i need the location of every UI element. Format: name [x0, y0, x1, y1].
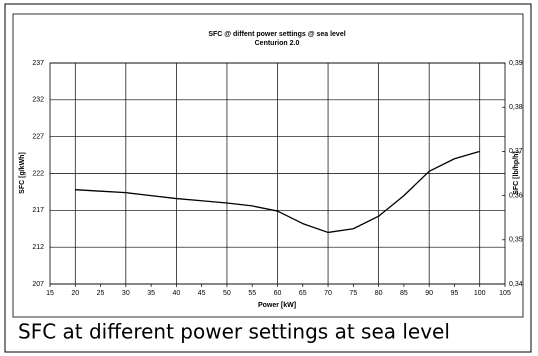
chart-title: SFC @ diffent power settings @ sea level: [208, 31, 345, 38]
y-tick-label: 237: [32, 60, 44, 67]
y2-tick-label: 0,38: [509, 104, 523, 111]
chart-subtitle: Centurion 2.0: [255, 40, 300, 47]
x-tick-label: 100: [474, 290, 486, 297]
x-tick-label: 55: [248, 290, 256, 297]
chart-border: [12, 13, 524, 318]
data-line: [75, 150, 480, 234]
y2-tick-label: 0,35: [509, 237, 523, 244]
x-axis-label: Power [kW]: [258, 302, 296, 309]
x-tick-label: 75: [349, 290, 357, 297]
x-tick-label: 85: [400, 290, 408, 297]
y2-tick-label: 0,37: [509, 148, 523, 155]
x-tick-label: 70: [324, 290, 332, 297]
x-tick-label: 50: [223, 290, 231, 297]
y2-tick-label: 0,36: [509, 192, 523, 199]
y-tick-label: 227: [32, 134, 44, 141]
y-tick-label: 217: [32, 207, 44, 214]
y-tick-label: 207: [32, 281, 44, 288]
x-tick-label: 25: [97, 290, 105, 297]
x-tick-label: 90: [425, 290, 433, 297]
x-tick-label: 95: [451, 290, 459, 297]
y-tick-label: 232: [32, 97, 44, 104]
plot-area: [49, 62, 506, 285]
x-tick-label: 60: [274, 290, 282, 297]
y2-tick-label: 0,34: [509, 281, 523, 288]
y2-tick-label: 0,39: [509, 60, 523, 67]
x-tick-label: 80: [375, 290, 383, 297]
x-tick-label: 15: [46, 290, 54, 297]
y-tick-label: 222: [32, 170, 44, 177]
y-axis-label: SFC [g/kWh]: [19, 152, 26, 194]
y2-axis-label: SFC [lb/hp/h]: [513, 151, 520, 195]
x-tick-label: 45: [198, 290, 206, 297]
x-tick-label: 65: [299, 290, 307, 297]
x-tick-label: 20: [71, 290, 79, 297]
x-tick-label: 35: [147, 290, 155, 297]
caption: SFC at different power settings at sea l…: [18, 320, 450, 344]
x-tick-label: 105: [499, 290, 511, 297]
x-tick-label: 40: [172, 290, 180, 297]
x-tick-label: 30: [122, 290, 130, 297]
y-tick-label: 212: [32, 244, 44, 251]
